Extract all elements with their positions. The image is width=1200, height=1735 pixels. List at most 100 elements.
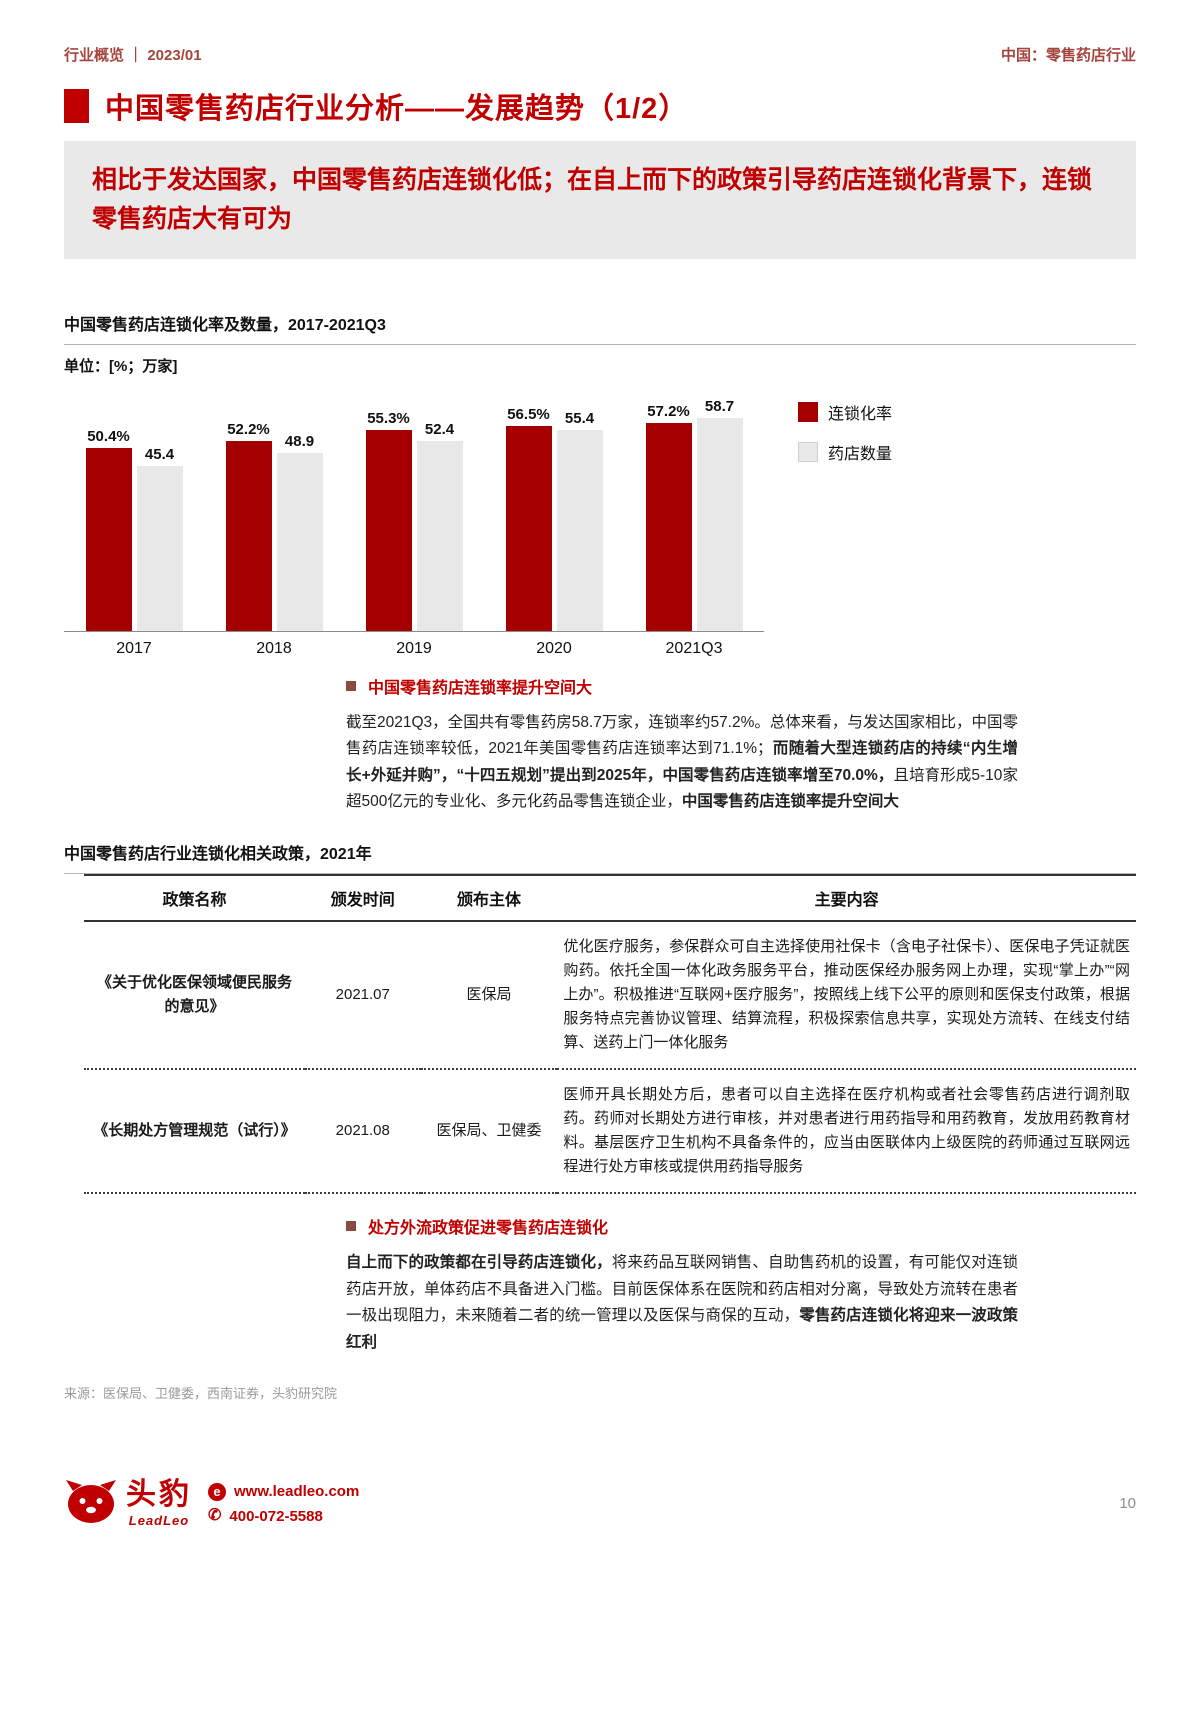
brand-name-block: 头豹 LeadLeo [126,1477,192,1528]
policy-name-cell: 《长期处方管理规范（试行）》 [84,1069,305,1195]
header-left: 行业概览 ｜ 2023/01 [64,47,202,64]
report-page: 行业概览 ｜ 2023/01 中国：零售药店行业 中国零售药店行业分析——发展趋… [64,44,1136,1401]
phone-line: ✆ 400-072-5588 [208,1508,359,1525]
emphasis-text: 零售药店连锁化将迎来一波政策红利 [346,1307,1018,1352]
bar-column: 57.2% [645,403,692,631]
body-text: 将来药品互联网销售、自助售药机的设置，有可能仅对连锁药店开放，单体药店不具备进入… [346,1254,1018,1325]
bar-value-label: 48.9 [284,432,315,450]
legend-label-chain-rate: 连锁化率 [828,405,893,423]
bar-group-2019: 55.3% 52.4 [344,410,484,631]
chain-rate-bar [365,429,412,631]
bullet-square-icon [346,680,356,691]
phone-number[interactable]: 400-072-5588 [229,1507,323,1525]
chain-rate-bar [645,422,692,631]
insight-1-paragraph: 截至2021Q3，全国共有零售药房58.7万家，连锁率约57.2%。总体来看，与… [346,710,1018,817]
bar-value-label: 58.7 [704,397,735,415]
policy-name-cell: 《关于优化医保领域便民服务的意见》 [84,921,305,1071]
policy-table-row-1: 《关于优化医保领域便民服务的意见》 2021.07 医保局 优化医疗服务，参保群众可自… [84,921,1136,1071]
chart-legend: 连锁化率 药店数量 [798,400,892,658]
legend-swatch-red [798,401,818,422]
website-link[interactable]: www.leadleo.com [234,1483,360,1500]
header-right: 中国：零售药店行业 [1000,47,1136,64]
legend-item-chain-rate: 连锁化率 [798,400,892,424]
bar-column: 55.4 [556,409,603,631]
website-line: e www.leadleo.com [208,1482,360,1501]
bar-group-2020: 56.5% 55.4 [484,406,624,631]
bar-value-label: 45.4 [144,445,175,463]
bar-value-label: 50.4% [87,427,130,445]
bar-value-label: 52.2% [227,420,270,438]
policy-table-title: 中国零售药店行业连锁化相关政策，2021年 [64,840,1136,875]
leopard-logo-icon [64,1478,118,1529]
legend-swatch-gray [798,441,818,462]
emphasis-text: 中国零售药店连锁率提升空间大 [681,793,899,811]
bar-column: 48.9 [276,432,323,631]
body-text: 且培育形成5-10家超500亿元的专业化、多元化药品零售连锁企业， [346,766,1018,811]
store-count-bar [556,429,603,631]
insight-2-bullet-row: 处方外流政策促进零售药店连锁化 [346,1214,1018,1238]
e-badge-icon: e [208,1482,226,1501]
chain-rate-bar [225,440,272,631]
page-footer: 头豹 LeadLeo e www.leadleo.com ✆ 400-072-5… [64,1478,1136,1529]
emphasis-text: 自上而下的政策都在引导药店连锁化， [346,1254,612,1272]
brand-subname: LeadLeo [128,1512,190,1528]
page-number: 10 [1119,1495,1136,1512]
insight-block-2: 处方外流政策促进零售药店连锁化 自上而下的政策都在引导药店连锁化，将来药品互联网… [346,1214,1018,1357]
page-title: 中国零售药店行业分析——发展趋势（1/2） [105,93,689,125]
x-axis-label-2020: 2020 [536,639,572,657]
top-header: 行业概览 ｜ 2023/01 中国：零售药店行业 [64,44,1136,65]
col-header-issue-date: 颁发时间 [304,874,421,923]
insight-2-heading: 处方外流政策促进零售药店连锁化 [368,1220,609,1238]
x-axis-label-2018: 2018 [256,639,292,657]
bar-group-2017: 50.4% 45.4 [64,428,204,631]
insight-1-bullet-row: 中国零售药店连锁率提升空间大 [346,674,1018,698]
bar-group-2018: 52.2% 48.9 [204,421,344,631]
policy-date-cell: 2021.07 [304,921,421,1071]
chart-x-axis: 2017 2018 2019 2020 2021Q3 [64,640,764,658]
title-accent-square [64,89,89,123]
x-axis-label-2019: 2019 [396,639,432,657]
legend-label-store-count: 药店数量 [828,445,893,463]
store-count-bar [276,452,323,631]
chain-rate-bar [505,425,552,631]
source-note: 来源：医保局、卫健委，西南证券，头豹研究院 [64,1385,338,1401]
bar-column: 45.4 [136,445,183,631]
bar-column: 56.5% [505,406,552,631]
col-header-issuer: 颁布主体 [420,874,558,923]
brand-name: 头豹 [126,1477,192,1511]
x-axis-label-2017: 2017 [116,639,152,657]
bar-group-2021Q3: 57.2% 58.7 [624,398,764,631]
insight-1-heading: 中国零售药店连锁率提升空间大 [368,679,593,697]
bar-column: 58.7 [696,397,743,631]
policy-content-cell: 优化医疗服务，参保群众可自主选择使用社保卡（含电子社保卡）、医保电子凭证就医购药… [557,921,1136,1071]
summary-banner: 相比于发达国家，中国零售药店连锁化低；在自上而下的政策引导药店连锁化背景下，连锁… [64,141,1136,259]
store-count-bar [416,440,463,631]
policy-issuer-cell: 医保局、卫健委 [420,1069,558,1195]
brand-logo: 头豹 LeadLeo [64,1478,192,1529]
policy-content-cell: 医师开具长期处方后，患者可以自主选择在医疗机构或者社会零售药店进行调剂取药。药师… [557,1069,1136,1195]
emphasis-text: 而随着大型连锁药店的持续“内生增长+外延并购”，“十四五规划”提出到2025年，… [346,740,1018,784]
bar-value-label: 55.4 [564,409,595,427]
chart-unit-label: 单位：[%；万家] [64,357,178,375]
bar-column: 50.4% [85,427,132,631]
phone-icon: ✆ [208,1507,222,1524]
bar-column: 55.3% [365,410,412,631]
legend-item-store-count: 药店数量 [798,440,892,464]
chain-rate-bar [85,447,132,631]
col-header-main-content: 主要内容 [557,874,1136,923]
policy-table-section: 中国零售药店行业连锁化相关政策，2021年 政策名称 颁发时间 颁布主体 主要内… [64,840,1136,1195]
bar-value-label: 52.4 [424,420,455,438]
bullet-square-icon [346,1221,356,1232]
bar-column: 52.4 [416,420,463,631]
bar-chart: 50.4% 45.4 52.2% 48.9 55.3% 52.4 56.5% 55.4 57.2… [64,384,1136,658]
insight-2-paragraph: 自上而下的政策都在引导药店连锁化，将来药品互联网销售、自助售药机的设置，有可能仅… [346,1250,1018,1357]
policy-issuer-cell: 医保局 [420,921,558,1071]
store-count-bar [136,465,183,631]
policy-table: 政策名称 颁发时间 颁布主体 主要内容 《关于优化医保领域便民服务的意见》 202… [84,874,1136,1195]
col-header-policy-name: 政策名称 [84,874,305,923]
chart-title: 中国零售药店连锁化率及数量，2017-2021Q3 [64,311,1136,345]
title-row: 中国零售药店行业分析——发展趋势（1/2） [64,85,1136,127]
chart-bars: 50.4% 45.4 52.2% 48.9 55.3% 52.4 56.5% 55.4 57.2… [64,384,764,632]
body-text: 截至2021Q3，全国共有零售药房58.7万家，连锁率约57.2%。总体来看，与… [346,713,1018,758]
footer-contact: e www.leadleo.com ✆ 400-072-5588 [208,1482,360,1525]
